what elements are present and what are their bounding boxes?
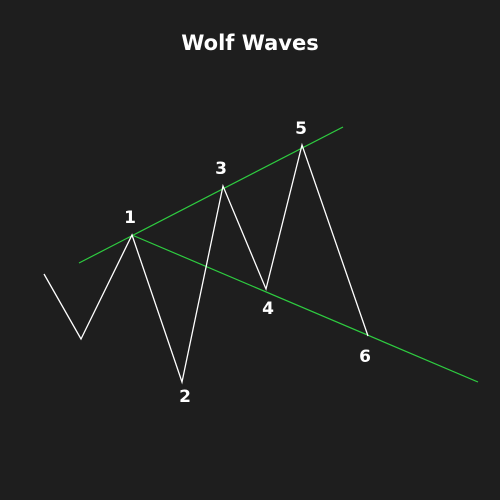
point-label-4: 4 [262,299,274,319]
point-label-5: 5 [295,119,307,139]
point-label-1: 1 [124,208,136,228]
upper-trend-line [78,126,344,264]
point-label-3: 3 [215,159,227,179]
point-label-2: 2 [179,387,191,407]
lower-trend-line [131,234,479,383]
price-zigzag-line [43,142,369,385]
point-label-6: 6 [359,347,371,367]
diagram-title: Wolf Waves [181,31,319,55]
